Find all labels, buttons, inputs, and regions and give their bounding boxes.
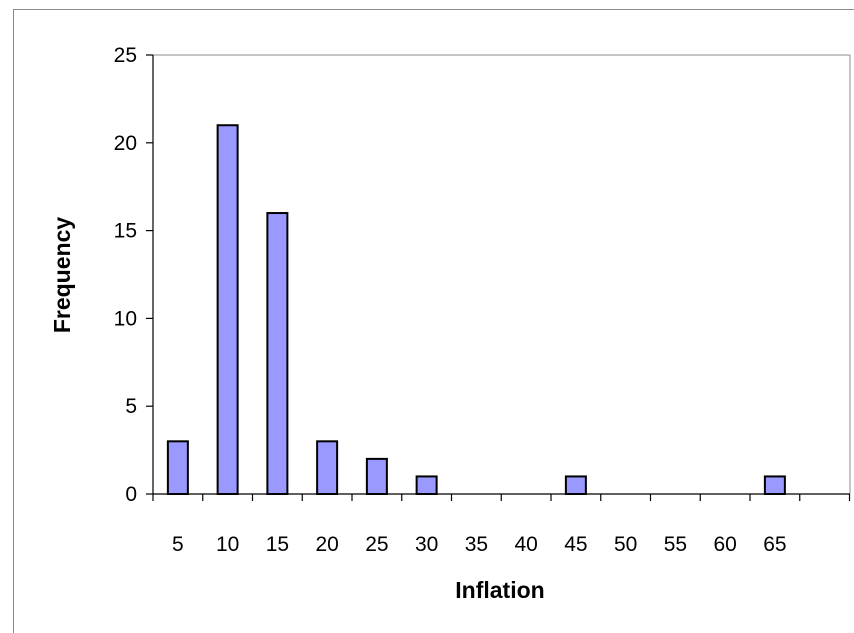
x-tick-label-25: 25 bbox=[365, 533, 388, 556]
bar-20 bbox=[316, 440, 339, 496]
x-tick-label-60: 60 bbox=[713, 533, 736, 556]
y-tick-label-20: 20 bbox=[114, 132, 137, 155]
bars bbox=[166, 124, 786, 496]
bar-45 bbox=[564, 475, 587, 496]
bar-5 bbox=[166, 440, 189, 496]
bar-65 bbox=[763, 475, 786, 496]
y-tick-label-25: 25 bbox=[114, 44, 137, 67]
x-tick-label-50: 50 bbox=[614, 533, 637, 556]
plot-area bbox=[153, 54, 851, 494]
y-tick-label-0: 0 bbox=[125, 483, 137, 506]
y-tick-label-5: 5 bbox=[125, 395, 137, 418]
x-axis-title: Inflation bbox=[455, 577, 544, 603]
x-tick-label-45: 45 bbox=[564, 533, 587, 556]
x-tick-label-5: 5 bbox=[172, 533, 184, 556]
x-tick-label-65: 65 bbox=[763, 533, 786, 556]
bar-25 bbox=[365, 457, 388, 496]
x-tick-labels: 5 10 15 20 25 30 35 40 45 50 55 60 65 bbox=[172, 533, 787, 556]
x-tick-label-30: 30 bbox=[415, 533, 438, 556]
x-tick-label-55: 55 bbox=[664, 533, 687, 556]
bar-10 bbox=[216, 124, 239, 496]
x-tick-label-10: 10 bbox=[216, 533, 239, 556]
x-tick-label-15: 15 bbox=[266, 533, 289, 556]
y-tick-label-10: 10 bbox=[114, 307, 137, 330]
axes bbox=[146, 54, 851, 501]
y-tick-labels: 0 5 10 15 20 25 bbox=[114, 44, 137, 506]
x-tick-label-35: 35 bbox=[465, 533, 488, 556]
y-axis-title: Frequency bbox=[49, 217, 75, 334]
bar-30 bbox=[415, 475, 438, 496]
x-tick-label-20: 20 bbox=[315, 533, 338, 556]
x-tick-label-40: 40 bbox=[514, 533, 537, 556]
bar-15 bbox=[266, 212, 289, 495]
y-tick-label-15: 15 bbox=[114, 220, 137, 243]
chart-frame bbox=[13, 9, 854, 633]
